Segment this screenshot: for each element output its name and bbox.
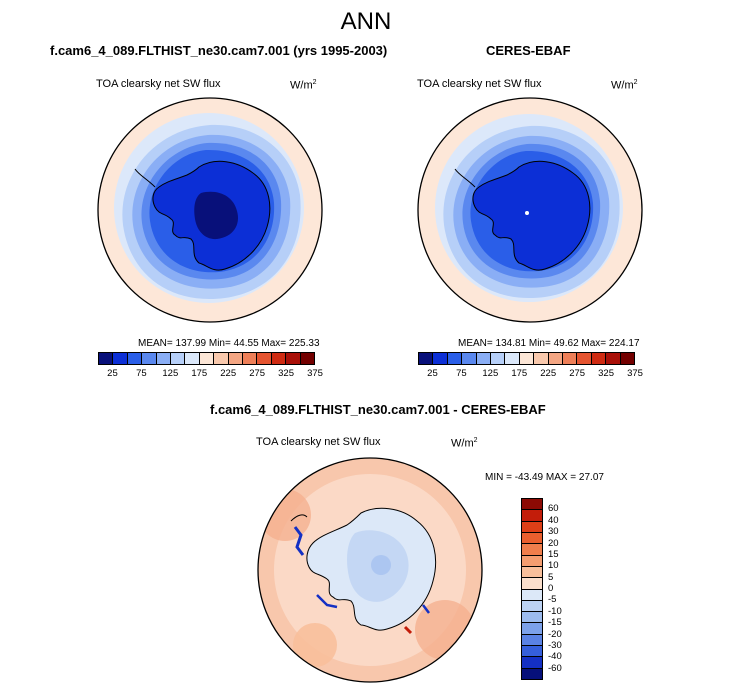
diff-colorbar-segment (522, 566, 542, 579)
diff-colorbar-segment (522, 510, 542, 522)
obs-colorbar-segment (476, 353, 492, 364)
obs-unit-label: W/m2 (611, 79, 638, 92)
diff-field-label: TOA clearsky net SW flux (256, 436, 381, 448)
diff-colorbar-segment (522, 589, 542, 601)
diff-colorbar-tick-label: -15 (548, 617, 562, 629)
obs-colorbar-segment (577, 353, 592, 364)
model-colorbar-ticks: 25 75 125 175 225 275 325 375 (98, 368, 323, 380)
model-colorbar-segment (257, 353, 272, 364)
obs-colorbar-segment (519, 353, 535, 364)
model-colorbar-tick-label: 375 (307, 368, 323, 379)
model-field-label: TOA clearsky net SW flux (96, 78, 221, 90)
model-colorbar-segment (171, 353, 186, 364)
obs-colorbar-ticks: 25 75 125 175 225 275 325 375 (418, 368, 643, 380)
model-colorbar-segment (300, 353, 315, 364)
model-colorbar-segment (214, 353, 229, 364)
diff-colorbar-segment (522, 521, 542, 533)
diff-colorbar-tick-label: -20 (548, 628, 562, 640)
obs-colorbar-tick-label: 125 (482, 368, 499, 379)
model-unit-label: W/m2 (290, 79, 317, 92)
model-stats: MEAN= 137.99 Min= 44.55 Max= 225.33 (138, 338, 320, 349)
diff-colorbar (521, 498, 543, 680)
model-colorbar-segment (199, 353, 215, 364)
model-polar-map (97, 97, 323, 323)
diff-colorbar-tick-label: -10 (548, 605, 562, 617)
diff-colorbar-tick-label: 15 (548, 548, 559, 560)
model-colorbar-segment (243, 353, 258, 364)
diff-colorbar-segment (522, 600, 542, 613)
obs-colorbar-segment (606, 353, 621, 364)
diff-colorbar-tick-label: 30 (548, 526, 559, 538)
obs-colorbar-segment (534, 353, 549, 364)
model-colorbar-segment (142, 353, 157, 364)
obs-field-label: TOA clearsky net SW flux (417, 78, 542, 90)
obs-colorbar-segment (548, 353, 564, 364)
obs-colorbar-tick-label: 275 (569, 368, 586, 379)
diff-polar-map (257, 457, 483, 683)
obs-colorbar-segment (447, 353, 463, 364)
diff-colorbar-segment (522, 499, 542, 511)
obs-colorbar-tick-label: 325 (598, 368, 614, 379)
diff-colorbar-tick-label: 5 (548, 571, 554, 583)
diff-colorbar-tick-label: 0 (548, 583, 554, 594)
diff-colorbar-segment (522, 657, 542, 669)
figure-title: ANN (340, 8, 392, 35)
model-colorbar-tick-label: 75 (136, 368, 147, 379)
obs-colorbar-segment (419, 353, 434, 364)
diff-colorbar-tick-label: -5 (548, 594, 557, 606)
model-colorbar-segment (271, 353, 287, 364)
diff-colorbar-segment (522, 532, 542, 545)
diff-colorbar-segment (522, 555, 542, 567)
diff-colorbar-tick-label: 40 (548, 514, 559, 526)
obs-colorbar-segment (433, 353, 448, 364)
diff-case-title: f.cam6_4_089.FLTHIST_ne30.cam7.001 - CER… (210, 402, 546, 417)
obs-colorbar-segment (563, 353, 578, 364)
obs-colorbar-tick-label: 375 (627, 368, 643, 379)
model-colorbar-tick-label: 125 (162, 368, 179, 379)
obs-case-title: CERES-EBAF (486, 43, 571, 58)
diff-colorbar-segment (522, 668, 542, 679)
diff-colorbar-tick-label: 10 (548, 560, 559, 572)
model-colorbar-tick-label: 325 (278, 368, 294, 379)
diff-colorbar-segment (522, 612, 542, 624)
diff-colorbar-segment (522, 646, 542, 658)
diff-colorbar-tick-label: 20 (548, 537, 559, 549)
diff-colorbar-segment (522, 634, 542, 647)
diff-colorbar-tick-label: 60 (548, 503, 559, 515)
obs-colorbar-segment (620, 353, 635, 364)
model-colorbar-segment (127, 353, 143, 364)
model-colorbar-tick-label: 225 (220, 368, 237, 379)
model-colorbar-tick-label: 275 (249, 368, 266, 379)
obs-stats: MEAN= 134.81 Min= 49.62 Max= 224.17 (458, 338, 640, 349)
diff-colorbar-tick-label: -30 (548, 639, 562, 651)
diff-colorbar-tick-label: -60 (548, 662, 562, 674)
obs-colorbar-segment (591, 353, 607, 364)
obs-colorbar-segment (491, 353, 506, 364)
model-colorbar-tick-label: 175 (191, 368, 208, 379)
model-case-title: f.cam6_4_089.FLTHIST_ne30.cam7.001 (yrs … (50, 43, 388, 58)
model-colorbar-tick-label: 25 (107, 368, 118, 379)
model-colorbar-segment (185, 353, 200, 364)
model-colorbar-segment (156, 353, 172, 364)
diff-colorbar-segment (522, 578, 542, 590)
model-colorbar-segment (286, 353, 301, 364)
model-colorbar-segment (228, 353, 244, 364)
obs-colorbar-tick-label: 175 (511, 368, 528, 379)
diff-colorbar-tick-label: -40 (548, 651, 562, 663)
diff-unit-label: W/m2 (451, 437, 478, 450)
diff-colorbar-ticks: 60 40 30 20 15 10 5 0 -5 -10 -15 -20 -30 -40 -60 (548, 498, 578, 680)
diff-colorbar-segment (522, 544, 542, 556)
obs-colorbar-segment (462, 353, 477, 364)
model-colorbar (98, 352, 315, 365)
model-colorbar-segment (113, 353, 128, 364)
obs-colorbar-tick-label: 75 (456, 368, 467, 379)
obs-colorbar (418, 352, 635, 365)
obs-colorbar-tick-label: 25 (427, 368, 438, 379)
model-colorbar-segment (99, 353, 114, 364)
obs-polar-map (417, 97, 643, 323)
obs-colorbar-tick-label: 225 (540, 368, 557, 379)
obs-colorbar-segment (505, 353, 520, 364)
diff-stats: MIN = -43.49 MAX = 27.07 (485, 472, 604, 483)
diff-colorbar-segment (522, 623, 542, 635)
